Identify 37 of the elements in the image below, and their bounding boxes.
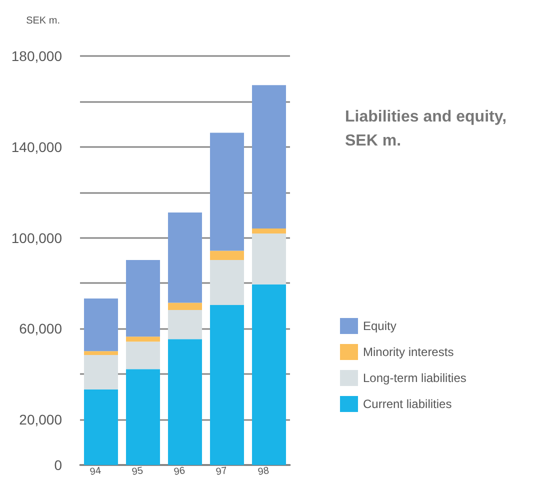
text: Liabilities and equity, SEK m. xyxy=(345,108,507,150)
y-tick-label: 60,000 xyxy=(19,320,62,337)
y-tick-label: 0 xyxy=(54,457,62,473)
y-tick-label: 140,000 xyxy=(11,138,62,155)
legend-label: Current liabilities xyxy=(363,397,452,411)
y-tick-label: 180,000 xyxy=(11,48,62,64)
bar xyxy=(168,212,202,303)
x-tick-label: 96 xyxy=(173,465,186,478)
bar xyxy=(84,355,118,390)
bar xyxy=(210,250,244,260)
bar xyxy=(84,351,118,356)
bar xyxy=(168,302,202,310)
bar xyxy=(252,228,286,234)
bar xyxy=(126,260,160,337)
x-tick-label: 98 xyxy=(257,465,270,478)
bar xyxy=(126,369,160,465)
bar xyxy=(210,132,244,251)
legend-label: Long-term liabilities xyxy=(363,371,466,385)
legend-label: Minority interests xyxy=(363,345,454,359)
x-tick-label: 97 xyxy=(215,465,228,478)
x-tick-label: 95 xyxy=(131,465,144,478)
bar xyxy=(210,305,244,465)
bar xyxy=(84,298,118,352)
bar xyxy=(210,260,244,306)
legend-label: Equity xyxy=(363,319,396,333)
bar xyxy=(126,336,160,342)
bar xyxy=(252,284,286,465)
bar xyxy=(168,339,202,465)
y-tick-label: 20,000 xyxy=(19,412,62,428)
bar xyxy=(84,389,118,465)
y-tick-label: 100,000 xyxy=(11,230,62,246)
x-tick-label: 94 xyxy=(89,465,102,478)
bar xyxy=(126,342,160,370)
y-axis-title: SEK m. xyxy=(26,16,60,26)
bar xyxy=(252,233,286,284)
bar xyxy=(168,310,202,340)
bar xyxy=(252,85,286,228)
